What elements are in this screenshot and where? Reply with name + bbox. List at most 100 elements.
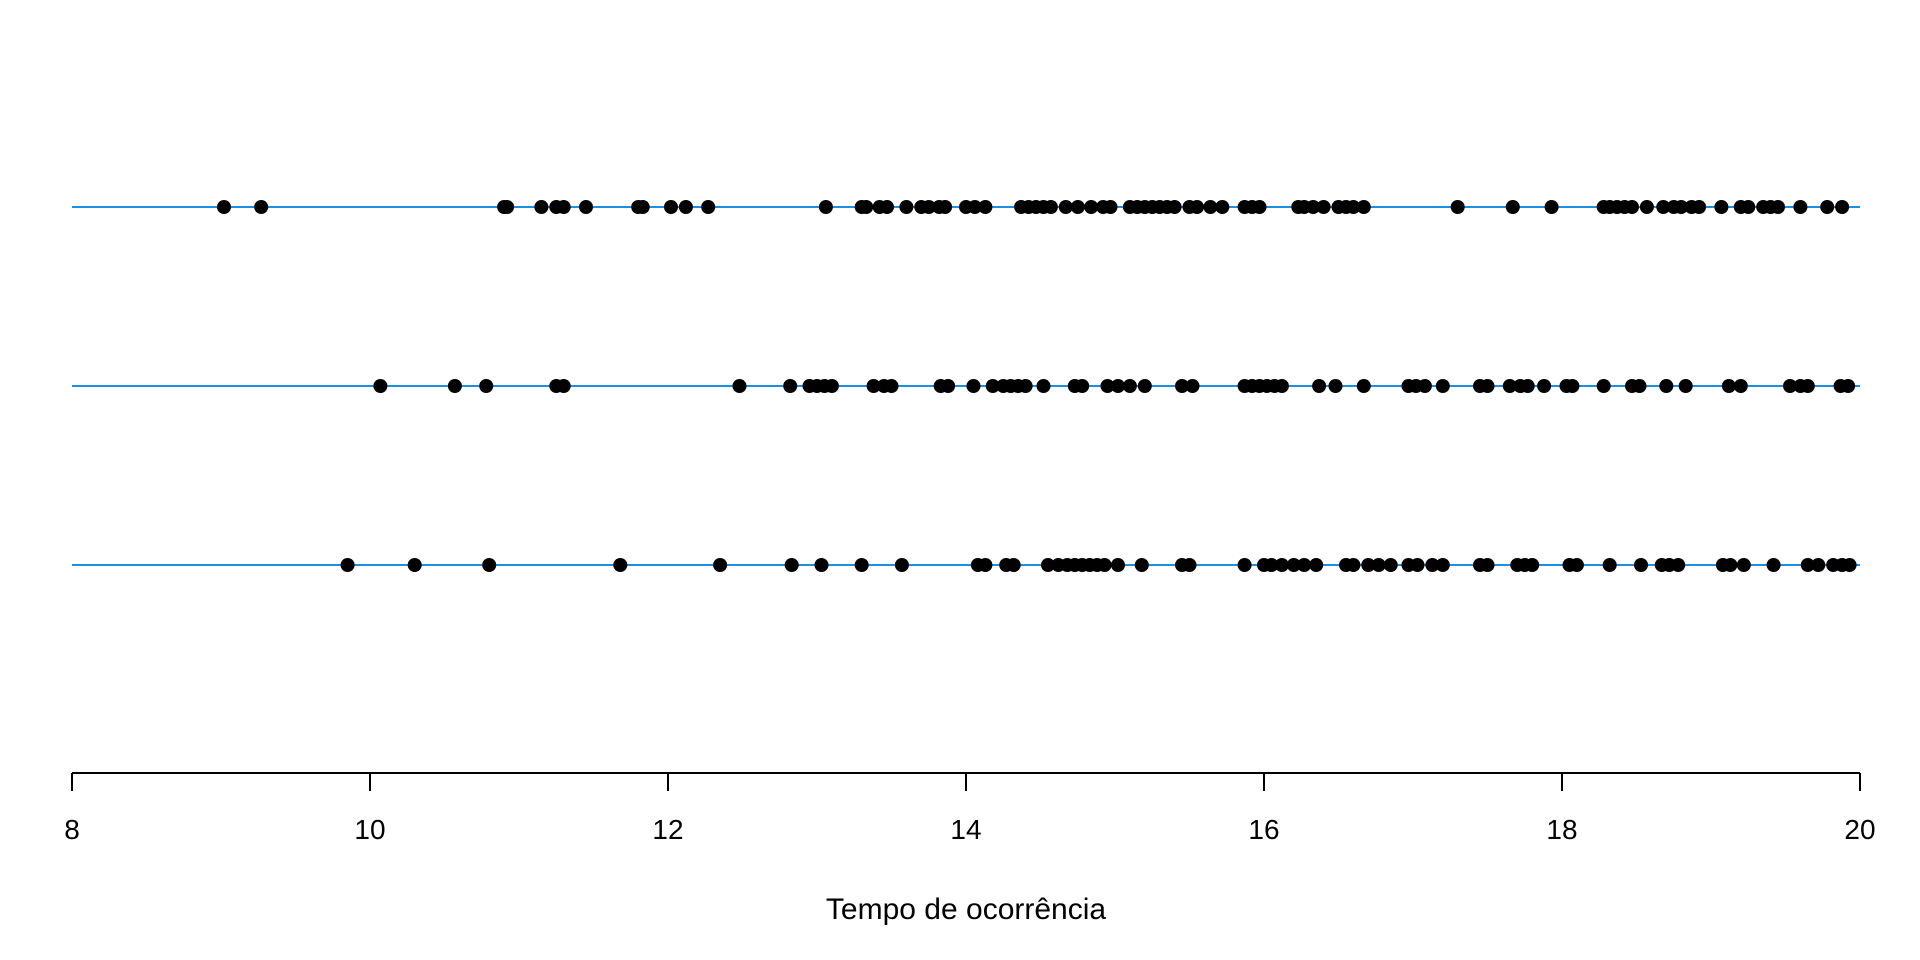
data-point — [1625, 200, 1639, 214]
data-point — [1043, 200, 1058, 214]
x-axis: 8 10 12 14 16 18 20 — [64, 772, 1876, 845]
data-point — [1346, 200, 1361, 214]
data-point — [1306, 200, 1321, 214]
data-point — [1383, 558, 1398, 572]
series-3 — [72, 558, 1860, 572]
data-point — [1036, 379, 1051, 393]
data-point — [373, 379, 388, 393]
data-point — [1835, 200, 1850, 214]
data-point — [1525, 558, 1540, 572]
data-point — [556, 379, 571, 393]
data-point — [784, 558, 799, 572]
data-point — [579, 200, 593, 214]
data-point — [1182, 558, 1197, 572]
x-tick-label: 16 — [1248, 814, 1279, 845]
series-1 — [72, 200, 1860, 214]
data-point — [664, 200, 678, 214]
data-point — [941, 379, 956, 393]
data-point — [1435, 379, 1450, 393]
data-point — [1167, 200, 1182, 214]
data-point — [1274, 558, 1289, 572]
data-point — [1070, 200, 1085, 214]
data-point — [613, 558, 628, 572]
data-point — [854, 558, 869, 572]
data-point — [824, 379, 839, 393]
data-point — [985, 379, 1000, 393]
data-point — [978, 558, 993, 572]
data-point — [1018, 379, 1033, 393]
data-point — [921, 200, 936, 214]
data-point — [1783, 379, 1797, 393]
data-point — [1811, 558, 1826, 572]
data-point — [1371, 558, 1386, 572]
data-point — [1111, 379, 1125, 393]
data-point — [1639, 200, 1654, 214]
data-point — [678, 200, 693, 214]
x-axis-title: Tempo de ocorrência — [826, 893, 1106, 926]
data-point — [1602, 558, 1617, 572]
data-point — [859, 200, 874, 214]
data-point — [482, 558, 497, 572]
data-point — [1356, 200, 1371, 214]
data-point — [1656, 200, 1671, 214]
data-point — [966, 379, 981, 393]
data-point — [866, 379, 881, 393]
data-point — [340, 558, 355, 572]
data-point — [1800, 558, 1815, 572]
data-point — [556, 200, 571, 214]
data-point — [1841, 379, 1856, 393]
data-point — [1520, 379, 1535, 393]
data-point — [1356, 379, 1371, 393]
data-point — [1502, 379, 1517, 393]
data-point — [254, 200, 269, 214]
data-point — [1771, 200, 1785, 214]
data-point — [1274, 379, 1289, 393]
data-point — [1417, 379, 1432, 393]
data-point — [1480, 379, 1495, 393]
x-tick-label: 12 — [652, 814, 683, 845]
data-point — [899, 200, 914, 214]
data-point — [1328, 379, 1343, 393]
data-point — [1537, 379, 1552, 393]
data-point — [1100, 379, 1115, 393]
data-point — [1316, 200, 1331, 214]
series-layer — [72, 200, 1860, 572]
data-point — [783, 379, 798, 393]
data-point — [1190, 200, 1204, 214]
data-point — [938, 200, 953, 214]
data-point — [479, 379, 494, 393]
data-point — [447, 379, 462, 393]
x-tick-label: 18 — [1546, 814, 1577, 845]
data-point — [894, 558, 909, 572]
data-point — [1122, 379, 1137, 393]
data-point — [1309, 558, 1324, 572]
data-point — [1674, 200, 1689, 214]
data-point — [1103, 200, 1118, 214]
x-tick-label: 10 — [354, 814, 385, 845]
data-point — [1692, 200, 1707, 214]
data-point — [1766, 558, 1781, 572]
data-point — [1041, 558, 1055, 572]
data-point — [1203, 200, 1218, 214]
data-point — [1361, 558, 1376, 572]
x-axis-ticks: 8 10 12 14 16 18 20 — [64, 773, 1876, 845]
data-point — [1252, 200, 1267, 214]
data-point — [1312, 379, 1327, 393]
data-point — [1721, 379, 1736, 393]
data-point — [967, 200, 982, 214]
data-point — [1820, 200, 1835, 214]
data-point — [1006, 558, 1021, 572]
data-point — [884, 379, 899, 393]
data-point — [1435, 558, 1450, 572]
data-point — [880, 200, 894, 214]
data-point — [1346, 558, 1361, 572]
data-point — [1505, 200, 1520, 214]
data-point — [814, 558, 829, 572]
data-point — [1075, 379, 1090, 393]
data-point — [1565, 379, 1580, 393]
data-point — [1084, 200, 1099, 214]
data-point — [407, 558, 422, 572]
data-point — [1297, 558, 1312, 572]
data-point — [1793, 200, 1808, 214]
